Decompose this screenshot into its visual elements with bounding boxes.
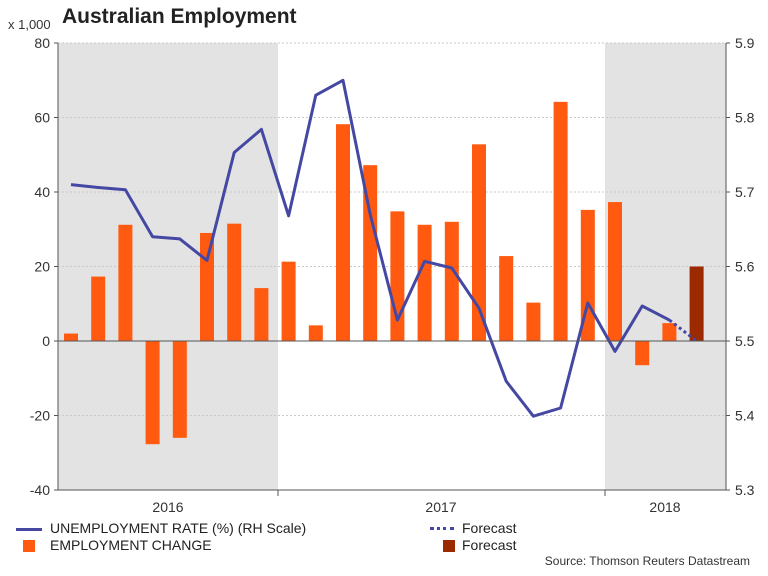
x-year-label: 2016 bbox=[152, 499, 183, 515]
legend-line-forecast-swatch bbox=[430, 527, 454, 530]
legend-line-swatch bbox=[16, 528, 42, 531]
right-tick-label: 5.8 bbox=[735, 110, 755, 126]
left-tick-label: 40 bbox=[34, 184, 50, 200]
employment-bar bbox=[145, 341, 160, 445]
employment-bar bbox=[254, 288, 269, 341]
left-tick-label: -40 bbox=[30, 482, 50, 498]
employment-bar bbox=[417, 224, 432, 341]
left-tick-label: -20 bbox=[30, 408, 50, 424]
left-axis-unit: x 1,000 bbox=[8, 17, 51, 32]
right-tick-label: 5.5 bbox=[735, 333, 755, 349]
employment-forecast-bar bbox=[689, 266, 704, 341]
employment-bar bbox=[363, 165, 378, 341]
employment-bars bbox=[64, 101, 704, 445]
employment-bar bbox=[281, 261, 296, 341]
legend-line-forecast-label: Forecast bbox=[462, 520, 517, 536]
employment-bar bbox=[200, 232, 214, 341]
left-tick-label: 0 bbox=[42, 333, 50, 349]
employment-bar bbox=[336, 124, 350, 341]
legend-line-label: UNEMPLOYMENT RATE (%) (RH Scale) bbox=[50, 520, 307, 536]
right-tick-label: 5.4 bbox=[735, 408, 755, 424]
x-year-label: 2017 bbox=[425, 499, 456, 515]
left-tick-label: 20 bbox=[34, 259, 50, 275]
employment-bar bbox=[308, 325, 323, 341]
employment-bar bbox=[172, 341, 187, 438]
employment-bar bbox=[553, 101, 568, 341]
legend-bar-label: EMPLOYMENT CHANGE bbox=[50, 537, 212, 553]
right-tick-label: 5.9 bbox=[735, 35, 755, 51]
left-tick-label: 80 bbox=[34, 35, 50, 51]
x-year-label: 2018 bbox=[649, 499, 680, 515]
unemployment-line bbox=[70, 78, 698, 418]
employment-bar bbox=[64, 333, 78, 341]
tick-labels: 80 60 40 20 0 -20 -40 5.9 5.8 5.7 5.6 5.5 5.4 5.3 2016… bbox=[30, 35, 755, 515]
left-tick-label: 60 bbox=[34, 110, 50, 126]
employment-bar bbox=[662, 323, 677, 341]
employment-bar bbox=[499, 256, 514, 341]
legend-bar-forecast-swatch bbox=[443, 540, 455, 552]
legend-bar-swatch bbox=[23, 540, 35, 552]
employment-bar bbox=[635, 341, 650, 366]
right-tick-label: 5.6 bbox=[735, 259, 755, 275]
legend-bar-forecast-label: Forecast bbox=[462, 537, 517, 553]
shaded-period-2018 bbox=[605, 43, 726, 490]
right-tick-label: 5.7 bbox=[735, 184, 755, 200]
employment-bar bbox=[444, 221, 459, 341]
employment-bar bbox=[227, 223, 242, 341]
employment-bar bbox=[526, 302, 541, 341]
employment-bar bbox=[118, 224, 133, 341]
source-note: Source: Thomson Reuters Datastream bbox=[544, 554, 750, 568]
employment-bar bbox=[608, 202, 622, 341]
right-tick-label: 5.3 bbox=[735, 482, 755, 498]
chart-title: Australian Employment bbox=[62, 5, 297, 28]
unemployment-rate-line bbox=[70, 78, 671, 418]
employment-bar bbox=[472, 144, 486, 341]
employment-bar bbox=[91, 276, 106, 341]
axes bbox=[54, 42, 730, 496]
